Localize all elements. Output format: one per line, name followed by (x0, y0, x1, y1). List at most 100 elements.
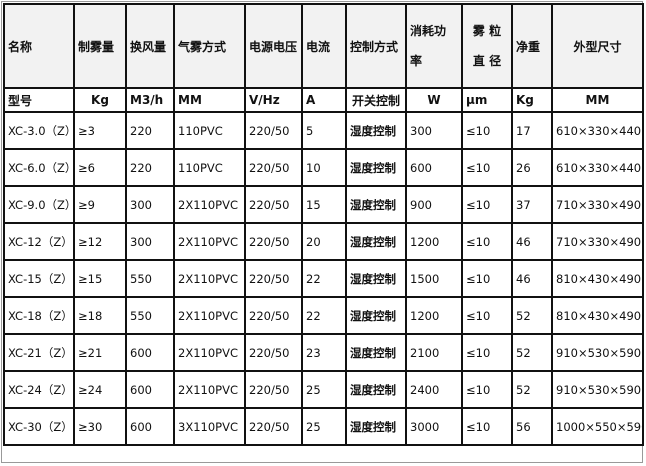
cell-control: 湿度控制 (345, 222, 407, 261)
cell-voltage: 220/50 (244, 370, 303, 409)
table-row: XC-30（Z） ≥30 600 3X110PVC 220/50 25 湿度控制 3000 ≤1… (3, 407, 644, 446)
cell-air-change: 600 (125, 333, 175, 372)
cell-weight: 17 (511, 111, 553, 150)
cell-current: 22 (301, 259, 347, 298)
cell-power: 2400 (405, 370, 463, 409)
cell-control: 湿度控制 (345, 296, 407, 335)
cell-fog-method: 3X110PVC (173, 407, 246, 446)
header-control: 控制方式 (345, 3, 407, 89)
cell-dimensions: 710×330×490 (551, 185, 644, 224)
cell-air-change: 550 (125, 296, 175, 335)
header-line: 率 (410, 54, 423, 68)
cell-fog-method: 2X110PVC (173, 259, 246, 298)
cell-name: XC-18（Z） (3, 296, 75, 335)
cell-power: 1200 (405, 296, 463, 335)
table-row: XC-15（Z） ≥15 550 2X110PVC 220/50 22 湿度控制 1500 ≤1… (3, 259, 644, 298)
cell-fog-output: ≥12 (73, 222, 127, 261)
cell-particle-size: ≤10 (461, 111, 513, 150)
header-voltage: 电源电压 (244, 3, 303, 89)
table-row: XC-3.0（Z） ≥3 220 110PVC 220/50 5 湿度控制 300 ≤10 17 6… (3, 111, 644, 150)
cell-weight: 56 (511, 407, 553, 446)
cell-dimensions: 710×330×490 (551, 222, 644, 261)
cell-name: XC-9.0（Z） (3, 185, 75, 224)
cell-weight: 46 (511, 222, 553, 261)
cell-air-change: 300 (125, 222, 175, 261)
cell-air-change: 600 (125, 370, 175, 409)
cell-fog-method: 110PVC (173, 148, 246, 187)
cell-weight: 52 (511, 333, 553, 372)
cell-power: 1500 (405, 259, 463, 298)
cell-dimensions: 910×530×590 (551, 370, 644, 409)
cell-control: 湿度控制 (345, 111, 407, 150)
cell-fog-output: ≥18 (73, 296, 127, 335)
cell-power: 3000 (405, 407, 463, 446)
cell-control: 湿度控制 (345, 333, 407, 372)
cell-current: 25 (301, 370, 347, 409)
cell-current: 25 (301, 407, 347, 446)
cell-control: 湿度控制 (345, 148, 407, 187)
unit-name: 型号 (3, 87, 75, 113)
cell-weight: 37 (511, 185, 553, 224)
cell-fog-output: ≥6 (73, 148, 127, 187)
cell-particle-size: ≤10 (461, 407, 513, 446)
cell-current: 23 (301, 333, 347, 372)
cell-voltage: 220/50 (244, 185, 303, 224)
cell-weight: 52 (511, 296, 553, 335)
cell-control: 湿度控制 (345, 259, 407, 298)
cell-fog-method: 2X110PVC (173, 370, 246, 409)
cell-voltage: 220/50 (244, 259, 303, 298)
cell-control: 湿度控制 (345, 370, 407, 409)
unit-air-change: M3/h (125, 87, 175, 113)
unit-fog-method: MM (173, 87, 246, 113)
cell-control: 湿度控制 (345, 185, 407, 224)
unit-particle-size: μm (461, 87, 513, 113)
cell-dimensions: 810×430×490 (551, 296, 644, 335)
cell-name: XC-6.0（Z） (3, 148, 75, 187)
cell-weight: 46 (511, 259, 553, 298)
cell-air-change: 300 (125, 185, 175, 224)
unit-dimensions: MM (551, 87, 644, 113)
cell-fog-method: 2X110PVC (173, 333, 246, 372)
unit-control: 开关控制 (345, 87, 407, 113)
header-power: 消耗功率 (405, 3, 463, 89)
cell-current: 20 (301, 222, 347, 261)
cell-current: 5 (301, 111, 347, 150)
cell-particle-size: ≤10 (461, 296, 513, 335)
cell-voltage: 220/50 (244, 407, 303, 446)
table-row: XC-9.0（Z） ≥9 300 2X110PVC 220/50 15 湿度控制 900 ≤10… (3, 185, 644, 224)
cell-air-change: 550 (125, 259, 175, 298)
cell-power: 900 (405, 185, 463, 224)
header-fog-output: 制雾量 (73, 3, 127, 89)
cell-weight: 52 (511, 370, 553, 409)
cell-particle-size: ≤10 (461, 185, 513, 224)
cell-fog-output: ≥21 (73, 333, 127, 372)
cell-fog-output: ≥30 (73, 407, 127, 446)
cell-fog-method: 2X110PVC (173, 296, 246, 335)
cell-air-change: 220 (125, 111, 175, 150)
cell-dimensions: 610×330×440 (551, 148, 644, 187)
cell-weight: 26 (511, 148, 553, 187)
cell-name: XC-12（Z） (3, 222, 75, 261)
cell-fog-output: ≥15 (73, 259, 127, 298)
header-line: 消耗功 (410, 24, 447, 38)
cell-name: XC-3.0（Z） (3, 111, 75, 150)
cell-voltage: 220/50 (244, 296, 303, 335)
header-particle-size: 雾 粒直 径 (461, 3, 513, 89)
cell-particle-size: ≤10 (461, 333, 513, 372)
cell-voltage: 220/50 (244, 148, 303, 187)
header-dimensions: 外型尺寸 (551, 3, 644, 89)
unit-voltage: V/Hz (244, 87, 303, 113)
cell-name: XC-21（Z） (3, 333, 75, 372)
cell-dimensions: 810×430×490 (551, 259, 644, 298)
cell-particle-size: ≤10 (461, 148, 513, 187)
cell-dimensions: 910×530×590 (551, 333, 644, 372)
cell-fog-output: ≥3 (73, 111, 127, 150)
cell-particle-size: ≤10 (461, 222, 513, 261)
cell-dimensions: 1000×550×590 (551, 407, 644, 446)
header-row: 名称 制雾量 换风量 气雾方式 电源电压 电流 控制方式 消耗功率雾 粒直 径净重 外型尺寸 (3, 3, 644, 89)
cell-name: XC-30（Z） (3, 407, 75, 446)
cell-fog-output: ≥9 (73, 185, 127, 224)
unit-weight: Kg (511, 87, 553, 113)
cell-fog-output: ≥24 (73, 370, 127, 409)
cell-power: 1200 (405, 222, 463, 261)
